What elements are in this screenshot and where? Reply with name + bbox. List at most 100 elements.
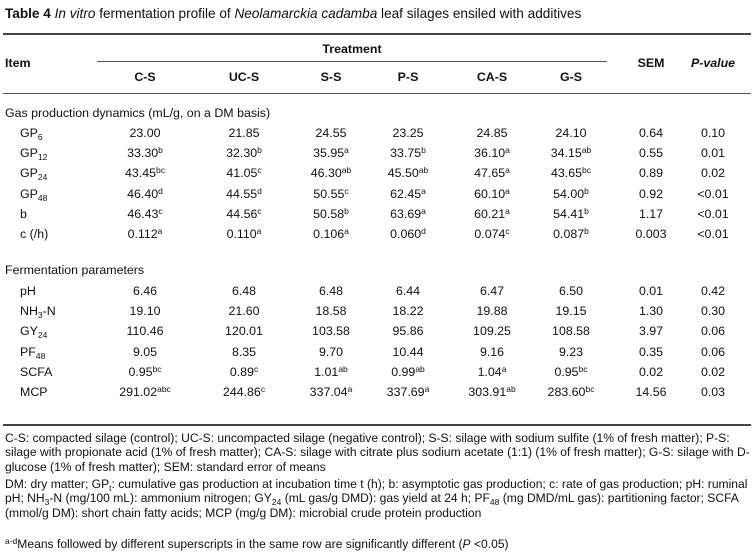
value-number: 0.110 bbox=[226, 227, 257, 241]
row-label: GP6 bbox=[20, 126, 43, 141]
pvalue-cell: 0.06 bbox=[700, 324, 726, 339]
value-cell: 0.074c bbox=[474, 227, 509, 241]
table-row: GY24 110.46 120.01 103.58 95.86 109.25 108.58 3… bbox=[0, 324, 754, 344]
sem-cell: 3.97 bbox=[638, 324, 664, 339]
value-cell: 0.95bc bbox=[554, 365, 587, 379]
value-number: 109.25 bbox=[473, 324, 511, 339]
value-cell: 54.00b bbox=[553, 186, 589, 201]
value-cell: 41.05c bbox=[226, 166, 261, 180]
value-number: 0.060 bbox=[390, 227, 422, 241]
row-label-text: b bbox=[20, 206, 27, 221]
value-number: 47.65 bbox=[474, 166, 506, 181]
value-number: 45.50 bbox=[387, 166, 419, 181]
value-superscript: a bbox=[344, 226, 349, 236]
fn2-sub2: 3 bbox=[44, 497, 50, 508]
sem-cell: 0.003 bbox=[635, 227, 667, 241]
value-cell: 8.35 bbox=[232, 345, 256, 359]
fn3-superscript: a-d bbox=[5, 536, 18, 546]
sem-cell: 0.01 bbox=[638, 284, 664, 298]
section-title-gas: Gas production dynamics (mL/g, on a DM b… bbox=[5, 106, 271, 120]
row-label-text: NH bbox=[20, 304, 38, 319]
row-label-subscript: 3 bbox=[37, 310, 43, 321]
value-number: 54.00 bbox=[553, 186, 585, 201]
value-superscript: d bbox=[421, 226, 426, 236]
value-number: 0.112 bbox=[127, 227, 158, 241]
header-col-ps: P-S bbox=[397, 70, 419, 84]
value-superscript: ab bbox=[415, 363, 425, 374]
value-cell: 62.45a bbox=[390, 186, 426, 200]
value-superscript: c bbox=[253, 363, 259, 374]
value-number: 41.05 bbox=[226, 166, 258, 181]
value-cell: 110.46 bbox=[127, 324, 164, 338]
value-number: 110.46 bbox=[126, 324, 164, 339]
value-superscript: b bbox=[421, 145, 426, 156]
title-mid: fermentation profile of bbox=[95, 6, 235, 21]
value-number: 46.43 bbox=[127, 206, 159, 221]
row-label: SCFA bbox=[20, 365, 52, 379]
fn2-sub3: 24 bbox=[271, 497, 282, 508]
pvalue-cell: 0.10 bbox=[700, 126, 726, 140]
value-cell: 21.60 bbox=[228, 304, 259, 318]
value-cell: 6.44 bbox=[396, 284, 420, 298]
value-number: 35.95 bbox=[313, 146, 345, 161]
row-label-tail: -N bbox=[42, 304, 56, 319]
value-superscript: a bbox=[424, 384, 430, 394]
row-label: NH3-N bbox=[20, 304, 56, 321]
value-number: 0.95 bbox=[554, 364, 579, 379]
value-cell: 103.58 bbox=[312, 324, 350, 338]
header-col-cs: C-S bbox=[134, 70, 156, 84]
value-number: 44.56 bbox=[226, 206, 258, 221]
value-cell: 6.47 bbox=[480, 284, 504, 298]
value-cell: 1.04a bbox=[478, 365, 507, 379]
sem-cell: 0.92 bbox=[638, 186, 664, 201]
treatment-rule bbox=[97, 61, 607, 62]
value-number: 120.01 bbox=[225, 324, 263, 339]
value-cell: 33.30b bbox=[127, 146, 163, 160]
value-number: 60.10 bbox=[474, 186, 506, 201]
value-cell: 291.02abc bbox=[119, 385, 171, 399]
value-number: 0.99 bbox=[391, 364, 416, 379]
row-label: GP24 bbox=[20, 166, 47, 181]
value-superscript: c bbox=[505, 226, 510, 236]
value-superscript: c bbox=[257, 165, 262, 176]
value-number: 19.10 bbox=[129, 304, 161, 319]
value-superscript: a bbox=[505, 165, 510, 176]
value-number: 23.25 bbox=[392, 126, 424, 140]
value-cell: 63.69a bbox=[390, 207, 426, 221]
value-cell: 44.56c bbox=[226, 207, 261, 221]
top-rule bbox=[3, 33, 751, 35]
title-in-vitro: In vitro bbox=[54, 6, 96, 21]
table-label: Table 4 bbox=[5, 6, 51, 21]
row-label-text: MCP bbox=[20, 385, 48, 399]
value-cell: 24.55 bbox=[315, 126, 346, 140]
value-number: 283.60 bbox=[547, 385, 586, 399]
row-label: PF48 bbox=[20, 345, 45, 360]
row-label-text: GP bbox=[20, 126, 38, 140]
value-number: 9.05 bbox=[132, 344, 158, 359]
value-cell: 50.58b bbox=[313, 207, 349, 221]
value-cell: 23.25 bbox=[392, 126, 423, 140]
value-superscript: abc bbox=[157, 384, 171, 394]
table-row: MCP 291.02abc 244.86c 337.04a 337.69a 303.91a… bbox=[0, 385, 754, 405]
value-cell: 46.40d bbox=[127, 186, 163, 200]
value-superscript: a bbox=[505, 185, 510, 196]
value-number: 337.69 bbox=[386, 385, 425, 399]
value-number: 10.44 bbox=[392, 344, 424, 359]
row-label: GP48 bbox=[20, 187, 47, 202]
table-row: NH3-N 19.10 21.60 18.58 18.22 19.88 19.15 1.30 0… bbox=[0, 304, 754, 324]
value-cell: 54.41b bbox=[553, 207, 589, 221]
value-superscript: a bbox=[344, 145, 349, 156]
value-number: 0.106 bbox=[313, 227, 345, 241]
value-cell: 19.15 bbox=[555, 304, 586, 318]
value-number: 21.85 bbox=[228, 126, 260, 140]
value-number: 9.70 bbox=[318, 344, 344, 359]
value-superscript: a bbox=[421, 205, 426, 216]
value-number: 23.00 bbox=[129, 126, 161, 140]
value-number: 0.087 bbox=[553, 227, 585, 241]
value-cell: 0.110a bbox=[227, 227, 262, 241]
title-species: Neolamarckia cadamba bbox=[234, 6, 378, 21]
fn2-part4: (mL gas/g DMD): gas yield at 24 h; PF bbox=[281, 491, 490, 506]
value-number: 244.86 bbox=[222, 385, 261, 399]
value-cell: 0.087b bbox=[553, 227, 589, 241]
